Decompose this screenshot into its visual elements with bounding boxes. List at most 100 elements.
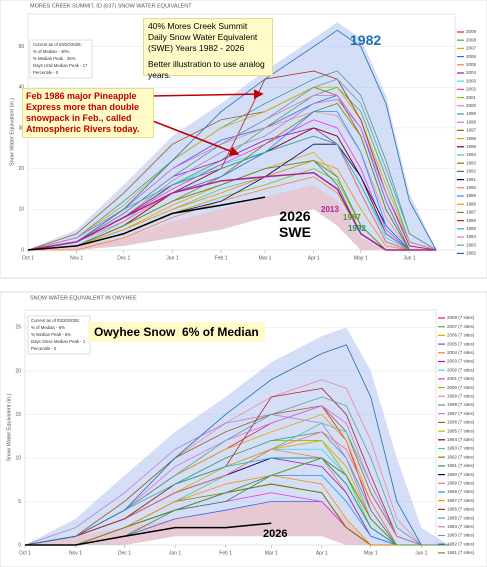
legend-label: 2006 bbox=[466, 54, 477, 59]
y-tick-label: 0 bbox=[18, 542, 21, 548]
legend-label: 2000 bbox=[466, 103, 477, 108]
series-line bbox=[27, 78, 437, 251]
range-area bbox=[28, 184, 437, 250]
legend-label: 2005 bbox=[466, 62, 477, 67]
legend-label: 2002 (7 sites) bbox=[447, 367, 475, 372]
legend-label: 2001 (7 sites) bbox=[447, 376, 475, 381]
legend-label: 2001 bbox=[466, 95, 477, 100]
x-tick-label: Nov 1 bbox=[69, 550, 82, 556]
annotation: 2013 bbox=[321, 205, 339, 214]
legend-label: 1992 (7 sites) bbox=[447, 454, 475, 459]
legend-label: 1993 (7 sites) bbox=[447, 446, 475, 451]
y-tick-label: 10 bbox=[15, 455, 21, 461]
x-tick-label: Nov 1 bbox=[70, 255, 83, 261]
x-tick-label: Jan 1 bbox=[169, 550, 181, 556]
legend-label: 1990 bbox=[466, 185, 477, 190]
series-line bbox=[27, 171, 437, 251]
y-tick-label: 50 bbox=[18, 44, 24, 50]
legend-label: 2008 (7 sites) bbox=[447, 315, 475, 320]
series-line bbox=[27, 86, 437, 251]
y-axis-label: Snow Water Equivalent (in.) bbox=[6, 393, 12, 461]
legend-label: 1986 bbox=[466, 218, 477, 223]
series-line bbox=[27, 160, 437, 251]
legend-label: 1999 bbox=[466, 111, 477, 116]
legend-label: 1990 (7 sites) bbox=[447, 472, 475, 477]
y-tick-label: 30 bbox=[18, 125, 24, 131]
legend-label: 2006 (7 sites) bbox=[447, 333, 475, 338]
legend-label: 1984 (7 sites) bbox=[447, 524, 475, 529]
legend-label: 1987 bbox=[466, 210, 477, 215]
x-tick-label: Apr 1 bbox=[316, 550, 328, 556]
legend-label: 1985 (7 sites) bbox=[447, 515, 475, 520]
arrows bbox=[144, 89, 264, 156]
info-text: Percentile - 0 bbox=[31, 346, 57, 351]
x-tick-label: Mar 1 bbox=[259, 255, 272, 261]
annotation: Owyhee Snow 6% of Median bbox=[88, 322, 265, 342]
info-box bbox=[27, 315, 91, 355]
x-tick-label: Mar 1 bbox=[265, 550, 278, 556]
legend-label: 1996 (7 sites) bbox=[447, 420, 475, 425]
y-tick-label: 15 bbox=[15, 412, 21, 418]
legend-label: 2000 (7 sites) bbox=[447, 385, 475, 390]
series-line bbox=[25, 457, 450, 546]
x-tick-label: Oct 1 bbox=[22, 255, 34, 261]
legend-label: 1985 bbox=[466, 226, 477, 231]
info-text: Current as of 03/20/2026: bbox=[33, 42, 82, 47]
x-tick-label: Jan 1 bbox=[166, 255, 178, 261]
legend-label: 1982 bbox=[466, 251, 477, 256]
annotation: 2026 SWE bbox=[279, 208, 311, 240]
legend-label: 2004 (7 sites) bbox=[447, 350, 475, 355]
x-tick-label: Jun 1 bbox=[403, 255, 415, 261]
y-tick-label: 25 bbox=[15, 325, 21, 331]
legend-label: 1984 bbox=[466, 234, 477, 239]
legend-label: 1989 (7 sites) bbox=[447, 480, 475, 485]
range-area bbox=[28, 22, 437, 250]
series-line bbox=[27, 196, 266, 251]
x-tick-label: Jun 1 bbox=[415, 550, 427, 556]
legend-label: 1994 bbox=[466, 152, 477, 157]
y-tick-label: 10 bbox=[18, 207, 24, 213]
legend-label: 1983 bbox=[466, 242, 477, 247]
legend-label: 1989 bbox=[466, 193, 477, 198]
info-text: Days Since Median Peak - 1 bbox=[31, 339, 86, 344]
series-line bbox=[24, 344, 450, 546]
legend-label: 1994 (7 sites) bbox=[447, 437, 475, 442]
series-line bbox=[27, 29, 437, 251]
info-text: Days Until Median Peak - 17 bbox=[33, 63, 88, 68]
annotation: 2026 bbox=[263, 528, 288, 540]
y-tick-label: 20 bbox=[15, 368, 21, 374]
legend-label: 1996 bbox=[466, 136, 477, 141]
x-tick-label: May 1 bbox=[364, 550, 378, 556]
legend-label: 1997 (7 sites) bbox=[447, 411, 475, 416]
y-tick-label: 40 bbox=[18, 85, 24, 91]
info-text: % of Median - 6% bbox=[31, 325, 65, 330]
info-text: % of Median - 40% bbox=[33, 49, 69, 54]
legend-label: 1981 (7 sites) bbox=[447, 550, 475, 555]
y-tick-label: 20 bbox=[18, 166, 24, 172]
annotation: 1987 bbox=[343, 213, 361, 222]
legend-label: 1993 bbox=[466, 160, 477, 165]
plot-area bbox=[24, 309, 437, 546]
y-tick-label: 5 bbox=[18, 499, 21, 505]
legend-label: 1982 (7 sites) bbox=[447, 541, 475, 546]
legend-label: 2003 (7 sites) bbox=[447, 359, 475, 364]
legend-label: 1988 (7 sites) bbox=[447, 489, 475, 494]
legend-label: 2008 bbox=[466, 37, 477, 42]
legend-label: 2002 bbox=[466, 87, 477, 92]
x-tick-label: Dec 1 bbox=[118, 550, 131, 556]
legend-label: 2004 bbox=[466, 70, 477, 75]
legend-label: 1995 (7 sites) bbox=[447, 428, 475, 433]
x-tick-label: Feb 1 bbox=[215, 255, 228, 261]
legend-label: 1983 (7 sites) bbox=[447, 533, 475, 538]
x-tick-label: Feb 1 bbox=[219, 550, 232, 556]
y-tick-label: 0 bbox=[21, 247, 24, 253]
legend-label: 1986 (7 sites) bbox=[447, 507, 475, 512]
info-text: Percentile - 0 bbox=[33, 70, 59, 75]
x-tick-label: Dec 1 bbox=[117, 255, 130, 261]
info-text: % Median Peak - 36% bbox=[33, 56, 76, 61]
legend-label: 1998 (7 sites) bbox=[447, 402, 475, 407]
legend-label: 1998 bbox=[466, 119, 477, 124]
series-line bbox=[27, 94, 437, 251]
arrow bbox=[144, 117, 240, 156]
